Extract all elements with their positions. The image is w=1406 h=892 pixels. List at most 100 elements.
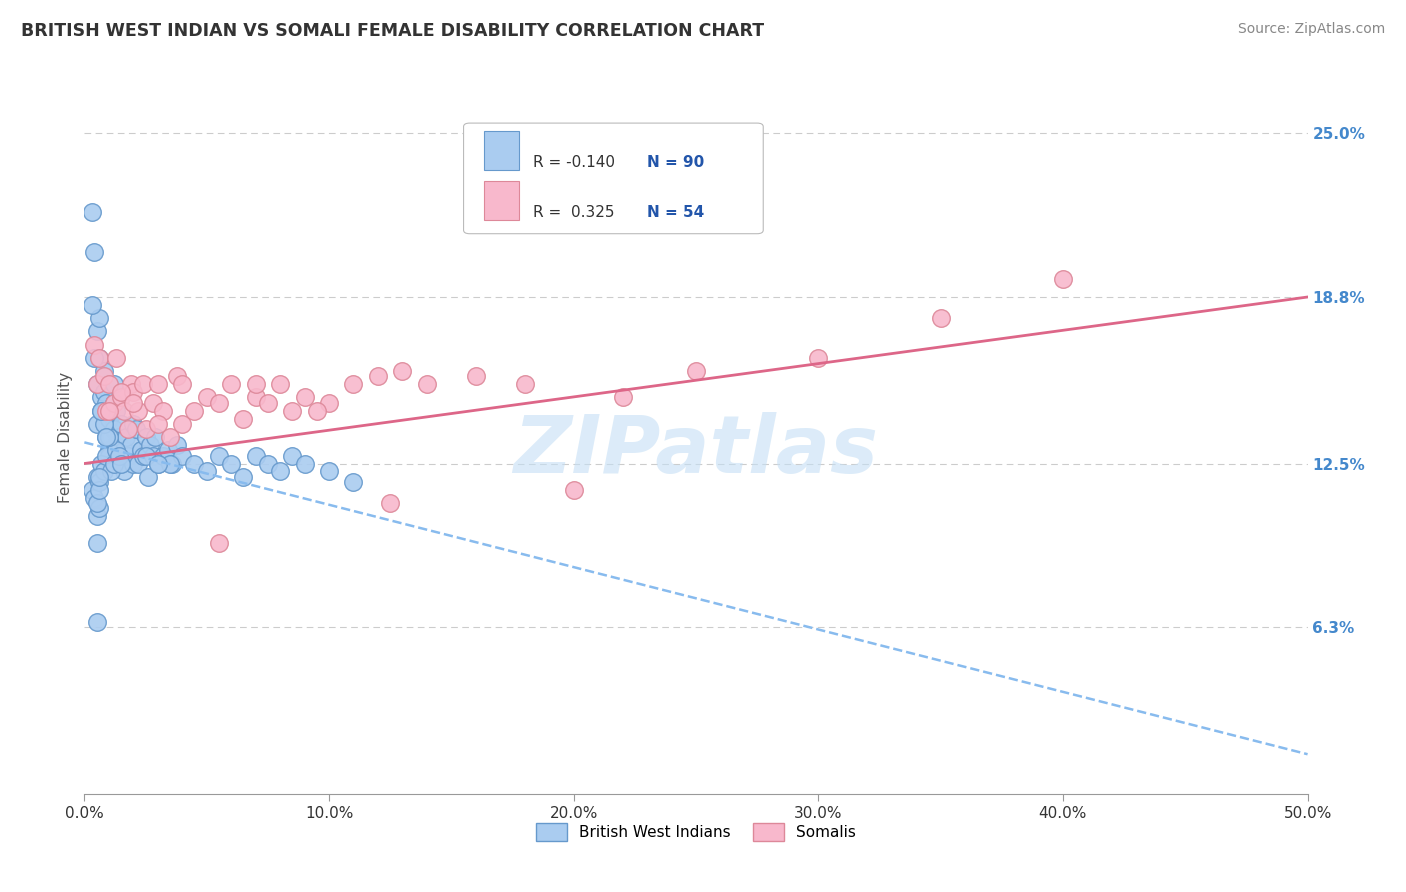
Point bbox=[90, 457, 112, 471]
Point bbox=[105, 443, 128, 458]
Point bbox=[86, 417, 108, 431]
Text: BRITISH WEST INDIAN VS SOMALI FEMALE DISABILITY CORRELATION CHART: BRITISH WEST INDIAN VS SOMALI FEMALE DIS… bbox=[21, 22, 765, 40]
Point bbox=[90, 403, 112, 417]
Point bbox=[96, 395, 118, 409]
Point bbox=[117, 449, 139, 463]
Point bbox=[245, 449, 267, 463]
Point bbox=[281, 403, 304, 417]
Point bbox=[96, 403, 118, 417]
Point bbox=[103, 457, 125, 471]
Point bbox=[80, 205, 103, 219]
Point bbox=[183, 457, 205, 471]
Point bbox=[159, 430, 181, 444]
Point bbox=[105, 351, 128, 365]
Point bbox=[96, 430, 118, 444]
Point bbox=[120, 438, 142, 452]
Point bbox=[93, 465, 115, 479]
Point bbox=[294, 457, 316, 471]
Point bbox=[132, 377, 155, 392]
Point bbox=[122, 457, 145, 471]
Point bbox=[172, 377, 194, 392]
Point bbox=[107, 449, 129, 463]
Point bbox=[93, 417, 115, 431]
Text: N = 90: N = 90 bbox=[647, 155, 704, 169]
Point bbox=[97, 403, 120, 417]
Point bbox=[416, 377, 439, 392]
Point bbox=[100, 465, 122, 479]
Point bbox=[97, 411, 120, 425]
Point bbox=[125, 422, 148, 436]
Point bbox=[90, 403, 112, 417]
Point bbox=[195, 465, 218, 479]
Point bbox=[146, 457, 169, 471]
Point bbox=[86, 377, 108, 392]
Point bbox=[110, 391, 132, 405]
Point bbox=[367, 369, 389, 384]
Point bbox=[105, 403, 128, 417]
Point bbox=[269, 465, 291, 479]
Point bbox=[80, 483, 103, 497]
Point bbox=[281, 449, 304, 463]
Point bbox=[135, 449, 157, 463]
FancyBboxPatch shape bbox=[464, 123, 763, 234]
Point bbox=[318, 395, 340, 409]
Point bbox=[142, 449, 165, 463]
Text: Source: ZipAtlas.com: Source: ZipAtlas.com bbox=[1237, 22, 1385, 37]
Point bbox=[122, 385, 145, 400]
Point bbox=[97, 430, 120, 444]
Point bbox=[115, 430, 138, 444]
Point bbox=[342, 475, 364, 489]
Point bbox=[120, 377, 142, 392]
Point bbox=[112, 403, 135, 417]
Point bbox=[112, 443, 135, 458]
Point bbox=[294, 391, 316, 405]
Point bbox=[269, 377, 291, 392]
Point bbox=[90, 391, 112, 405]
Point bbox=[86, 496, 108, 510]
Point bbox=[159, 457, 181, 471]
Point bbox=[83, 245, 105, 260]
Point bbox=[110, 385, 132, 400]
Point bbox=[464, 369, 486, 384]
Point bbox=[245, 391, 267, 405]
Point bbox=[103, 395, 125, 409]
Point bbox=[100, 430, 122, 444]
Point bbox=[208, 536, 231, 550]
Point bbox=[257, 457, 280, 471]
Point bbox=[117, 422, 139, 436]
Point bbox=[562, 483, 585, 497]
Point bbox=[86, 377, 108, 392]
Point bbox=[152, 403, 174, 417]
Point bbox=[1052, 271, 1074, 285]
Point bbox=[93, 369, 115, 384]
Point bbox=[342, 377, 364, 392]
Point bbox=[96, 449, 118, 463]
Point bbox=[83, 491, 105, 505]
Point bbox=[86, 509, 108, 524]
Point bbox=[257, 395, 280, 409]
Point bbox=[97, 430, 120, 444]
Point bbox=[122, 417, 145, 431]
Point bbox=[685, 364, 707, 378]
Point bbox=[103, 422, 125, 436]
Point bbox=[219, 377, 242, 392]
Point bbox=[105, 438, 128, 452]
Point bbox=[136, 469, 159, 483]
Point bbox=[93, 364, 115, 378]
Point bbox=[172, 417, 194, 431]
Point bbox=[208, 395, 231, 409]
Point bbox=[83, 337, 105, 351]
Point bbox=[146, 417, 169, 431]
Point bbox=[112, 465, 135, 479]
Point bbox=[146, 457, 169, 471]
Point bbox=[97, 449, 120, 463]
Point bbox=[86, 536, 108, 550]
Point bbox=[127, 457, 149, 471]
Point bbox=[96, 430, 118, 444]
Point bbox=[129, 443, 152, 458]
Point bbox=[143, 430, 166, 444]
Point bbox=[391, 364, 413, 378]
Point bbox=[195, 391, 218, 405]
Point bbox=[87, 483, 110, 497]
Point bbox=[86, 469, 108, 483]
